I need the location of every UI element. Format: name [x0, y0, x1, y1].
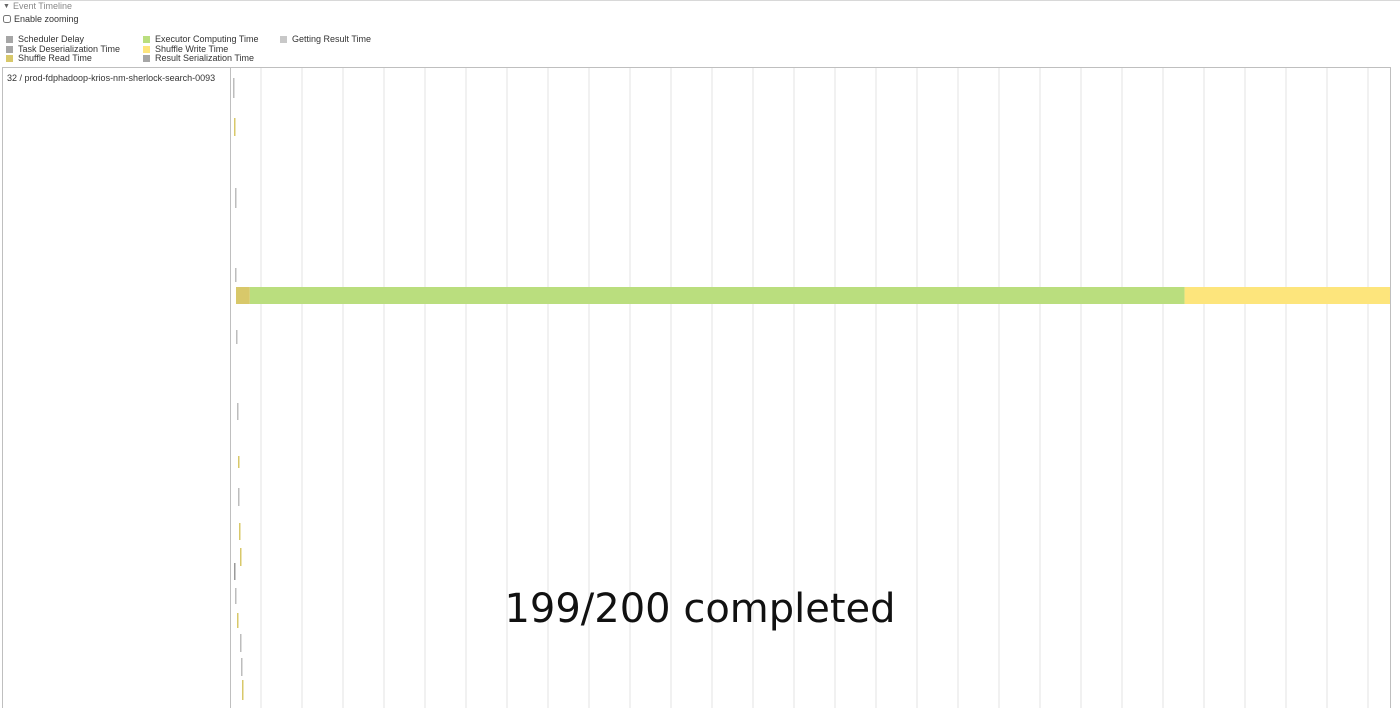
- legend-swatch: [280, 35, 287, 43]
- progress-overlay: 199/200 completed: [504, 586, 896, 632]
- task-marker[interactable]: [235, 268, 237, 282]
- task-marker[interactable]: [235, 588, 237, 604]
- legend-item-task-deserialization: Task Deserialization Time: [6, 44, 120, 54]
- task-marker[interactable]: [237, 613, 239, 628]
- task-marker[interactable]: [236, 330, 238, 344]
- section-divider: [0, 0, 1400, 4]
- task-marker[interactable]: [239, 523, 241, 540]
- legend-label: Getting Result Time: [292, 34, 372, 44]
- executor-label: 32 / prod-fdphadoop-krios-nm-sherlock-se…: [7, 73, 216, 83]
- legend-item-executor-computing: Executor Computing Time: [143, 34, 259, 44]
- legend-swatch: [143, 35, 150, 43]
- legend-swatch: [6, 45, 13, 53]
- task-bar-segment[interactable]: [236, 287, 250, 304]
- legend-item-shuffle-write: Shuffle Write Time: [143, 44, 228, 54]
- task-marker[interactable]: [238, 456, 240, 468]
- legend-swatch: [143, 45, 150, 53]
- legend-label: Executor Computing Time: [155, 34, 259, 44]
- legend-label: Shuffle Read Time: [18, 53, 92, 63]
- main-task-bar[interactable]: [236, 287, 1390, 304]
- task-marker[interactable]: [238, 488, 240, 506]
- legend-item-getting-result: Getting Result Time: [280, 34, 371, 44]
- legend-item-scheduler-delay: Scheduler Delay: [6, 34, 84, 44]
- timeline-svg: [233, 68, 1390, 708]
- event-timeline[interactable]: 32 / prod-fdphadoop-krios-nm-sherlock-se…: [2, 67, 1391, 708]
- legend-label: Result Serialization Time: [155, 53, 255, 63]
- task-marker[interactable]: [234, 563, 236, 580]
- enable-zooming-label: Enable zooming: [14, 14, 79, 24]
- enable-zooming-row[interactable]: Enable zooming: [3, 14, 79, 24]
- task-marker[interactable]: [235, 188, 237, 208]
- task-marker[interactable]: [241, 658, 243, 676]
- timeline-plot[interactable]: [231, 68, 1390, 708]
- task-marker[interactable]: [237, 403, 239, 420]
- task-marker[interactable]: [240, 548, 242, 566]
- executor-label-column: 32 / prod-fdphadoop-krios-nm-sherlock-se…: [3, 68, 231, 708]
- legend-swatch: [6, 35, 13, 43]
- task-marker[interactable]: [234, 118, 236, 136]
- legend-item-shuffle-read: Shuffle Read Time: [6, 53, 92, 63]
- legend-label: Task Deserialization Time: [18, 44, 121, 54]
- event-timeline-toggle[interactable]: ▼ Event Timeline: [3, 1, 72, 11]
- enable-zooming-checkbox[interactable]: [3, 15, 11, 23]
- legend-swatch: [6, 54, 13, 62]
- task-markers: [233, 78, 244, 700]
- legend-item-result-serialization: Result Serialization Time: [143, 53, 254, 63]
- caret-down-icon: ▼: [3, 2, 10, 10]
- section-title: Event Timeline: [12, 1, 72, 11]
- legend-swatch: [143, 54, 150, 62]
- task-marker[interactable]: [233, 78, 235, 98]
- task-marker[interactable]: [240, 634, 242, 652]
- legend-label: Scheduler Delay: [18, 34, 85, 44]
- task-marker[interactable]: [242, 680, 244, 700]
- timeline-grid: [260, 68, 1369, 708]
- task-bar-segment[interactable]: [249, 287, 1185, 304]
- task-bar-segment[interactable]: [1184, 287, 1390, 304]
- legend-label: Shuffle Write Time: [155, 44, 229, 54]
